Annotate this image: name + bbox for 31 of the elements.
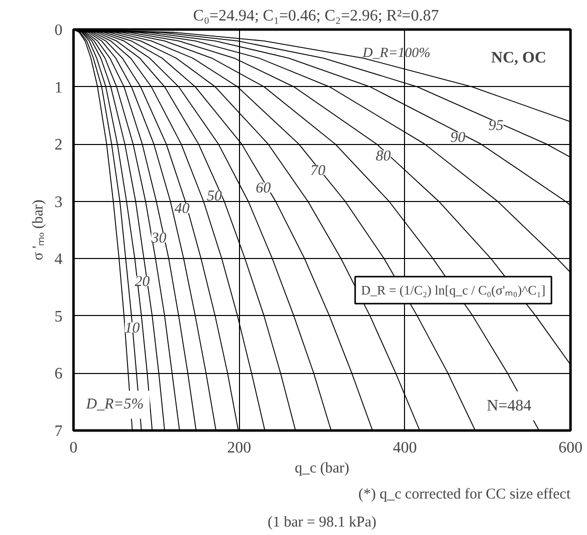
annotation: 80 <box>376 148 392 165</box>
chart-title: C₀=24.94; C₁=0.46; C₂=2.96; R²=0.87 <box>193 8 439 24</box>
y-tick-label: 4 <box>54 251 62 268</box>
annotation: 70 <box>310 162 326 179</box>
x-axis-title: q_c (bar) <box>294 460 350 476</box>
y-tick-label: 0 <box>54 22 62 39</box>
annotation: 10 <box>124 320 140 336</box>
x-tick-label: 0 <box>70 440 78 456</box>
x-tick-label: 400 <box>392 440 417 456</box>
y-tick-label: 2 <box>54 136 62 154</box>
annotation: D_R=5% <box>85 396 144 413</box>
y-tick-label: 5 <box>54 308 62 326</box>
annotation: 50 <box>206 188 222 205</box>
annotation: 20 <box>134 274 150 290</box>
annotation: 40 <box>174 201 190 218</box>
annotation: 95 <box>488 118 504 134</box>
x-tick-label: 200 <box>227 440 252 456</box>
annotation: 30 <box>150 230 167 246</box>
text: (1 bar = 98.1 kPa) <box>268 514 376 530</box>
y-axis-title: σ 'ₘₒ (bar) <box>30 200 46 260</box>
y-tick-label: 3 <box>54 194 62 211</box>
annotation: D_R = (1/C₂) ln[q_c / C₀(σ'ₘ₀)^C₁] <box>361 282 546 298</box>
y-tick-label: 1 <box>54 79 62 96</box>
y-tick-label: 6 <box>54 366 62 383</box>
y-tick-label: 7 <box>54 423 62 440</box>
text: (*) q_c corrected for CC size effect <box>358 486 572 502</box>
annotation: 60 <box>256 180 272 197</box>
annotation: N=484 <box>486 397 532 414</box>
annotation: NC, OC <box>491 50 546 67</box>
annotation: 90 <box>450 130 466 146</box>
x-tick-label: 600 <box>558 440 582 456</box>
